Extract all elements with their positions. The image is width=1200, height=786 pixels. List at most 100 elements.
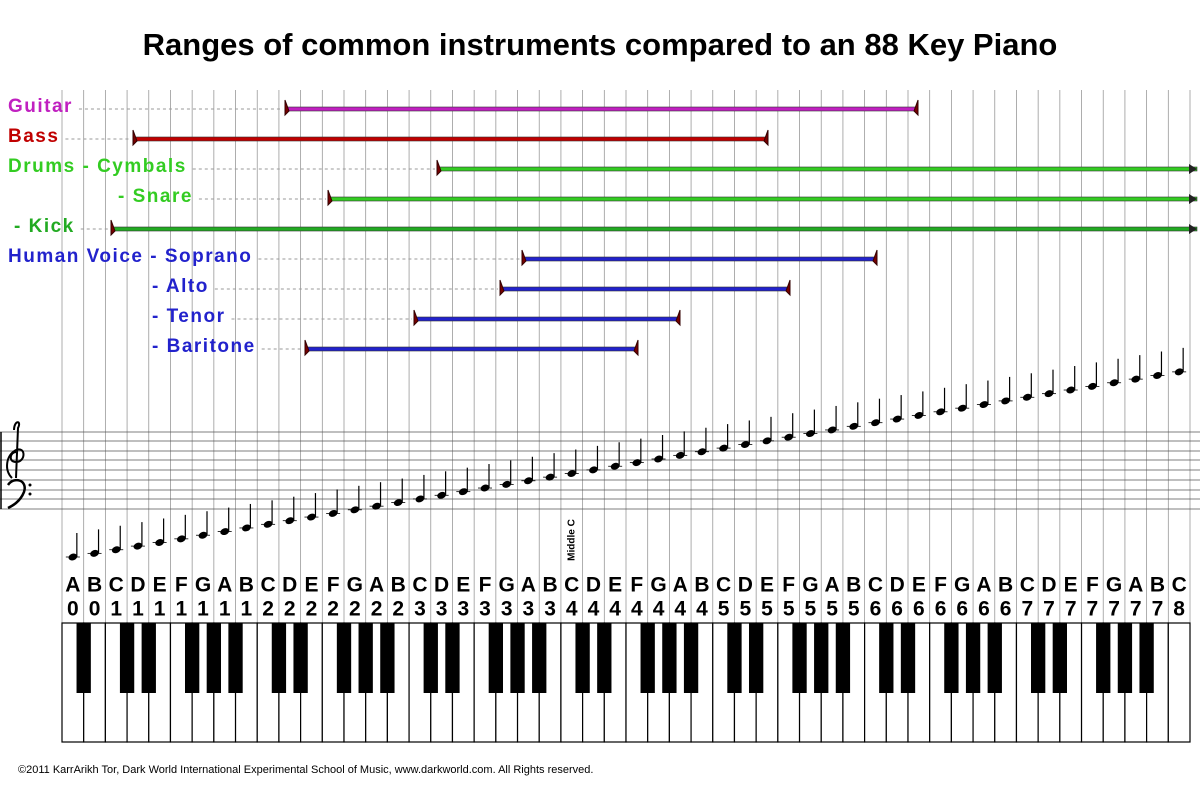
title: Ranges of common instruments compared to… [143, 27, 1058, 62]
bass-clef-dot [28, 492, 32, 496]
range-bar [284, 106, 919, 112]
black-key [879, 623, 894, 693]
note-letter: B [542, 574, 557, 597]
black-key [141, 623, 156, 693]
note-head [849, 422, 859, 430]
black-key [358, 623, 373, 693]
note-head [827, 426, 837, 434]
range-end [304, 339, 310, 357]
note-letter: D [282, 574, 297, 597]
note-octave: 7 [1087, 598, 1099, 621]
note-octave: 4 [631, 598, 643, 621]
black-key [748, 623, 764, 693]
black-key [532, 623, 547, 693]
note-head [740, 441, 750, 448]
black-key [510, 623, 525, 693]
note-letter: D [130, 574, 145, 597]
note-letter: F [934, 574, 947, 597]
note-octave: 1 [197, 598, 209, 621]
note-letter: D [738, 574, 753, 597]
note-octave: 5 [761, 598, 773, 621]
note-head [176, 535, 186, 543]
range-end [110, 219, 116, 237]
note-octave: 5 [805, 598, 817, 621]
note-head [632, 459, 642, 467]
note-octave: 5 [718, 598, 730, 621]
note-octave: 4 [696, 598, 708, 621]
note-octave: 1 [219, 598, 231, 621]
note-octave: 5 [826, 598, 838, 621]
note-octave: 7 [1108, 598, 1120, 621]
black-key [814, 623, 829, 693]
note-octave: 4 [653, 598, 665, 621]
note-octave: 3 [457, 598, 469, 621]
white-key [1167, 622, 1191, 743]
note-head [480, 484, 490, 492]
note-head [697, 448, 707, 456]
note-head [220, 528, 230, 536]
note-letter: A [65, 574, 80, 597]
note-head [784, 433, 794, 441]
note-letter: D [586, 574, 601, 597]
note-letter: D [1041, 574, 1056, 597]
note-letter: A [976, 574, 991, 597]
note-head [1131, 375, 1141, 383]
note-letter: E [1064, 574, 1078, 597]
note-head [437, 491, 446, 499]
note-letter: A [369, 574, 384, 597]
note-letter: C [868, 574, 883, 597]
note-head [350, 506, 360, 514]
black-key [488, 623, 504, 693]
instrument-label: - Alto [152, 276, 209, 297]
range-bar [132, 136, 769, 142]
black-key [965, 623, 981, 693]
note-letter: A [217, 574, 232, 597]
bass-clef-dot [28, 483, 32, 487]
note-octave: 2 [392, 598, 404, 621]
black-key [445, 623, 460, 693]
note-head [675, 451, 685, 459]
range-end [132, 129, 138, 147]
range-bar [499, 286, 791, 292]
note-letter: A [673, 574, 688, 597]
note-octave: 0 [67, 598, 79, 621]
instrument-label: - Snare [118, 186, 193, 207]
note-octave: 3 [544, 598, 556, 621]
black-key [683, 623, 699, 693]
instrument-label: Human Voice - Soprano [8, 246, 252, 267]
note-octave: 3 [414, 598, 426, 621]
note-octave: 2 [327, 598, 339, 621]
note-octave: 6 [870, 598, 882, 621]
note-letter: G [650, 574, 666, 597]
black-key [987, 623, 1002, 693]
note-octave: 2 [262, 598, 274, 621]
note-letter: D [890, 574, 905, 597]
note-octave: 5 [783, 598, 795, 621]
note-octave: 1 [110, 598, 122, 621]
note-head [871, 419, 880, 427]
range-bar [521, 256, 878, 262]
range-bar [110, 226, 1198, 232]
black-key [228, 623, 243, 693]
note-octave: 3 [479, 598, 491, 621]
note-octave: 1 [154, 598, 166, 621]
footer: ©2011 KarrArikh Tor, Dark World Internat… [18, 764, 593, 776]
note-octave: 7 [1021, 598, 1033, 621]
note-letter: C [109, 574, 124, 597]
bass-clef [6, 478, 26, 510]
black-key [76, 623, 91, 693]
black-key [792, 623, 807, 693]
note-octave: 7 [1065, 598, 1077, 621]
note-letter: B [694, 574, 709, 597]
range-bar [304, 346, 639, 352]
note-letter: F [175, 574, 188, 597]
note-letter: G [802, 574, 818, 597]
range-end [327, 189, 333, 207]
black-key [380, 623, 395, 693]
black-key [271, 623, 287, 693]
black-key [727, 623, 742, 693]
black-key [1030, 623, 1046, 693]
note-head [936, 408, 945, 416]
note-head [1174, 368, 1184, 376]
note-head [1109, 379, 1119, 387]
